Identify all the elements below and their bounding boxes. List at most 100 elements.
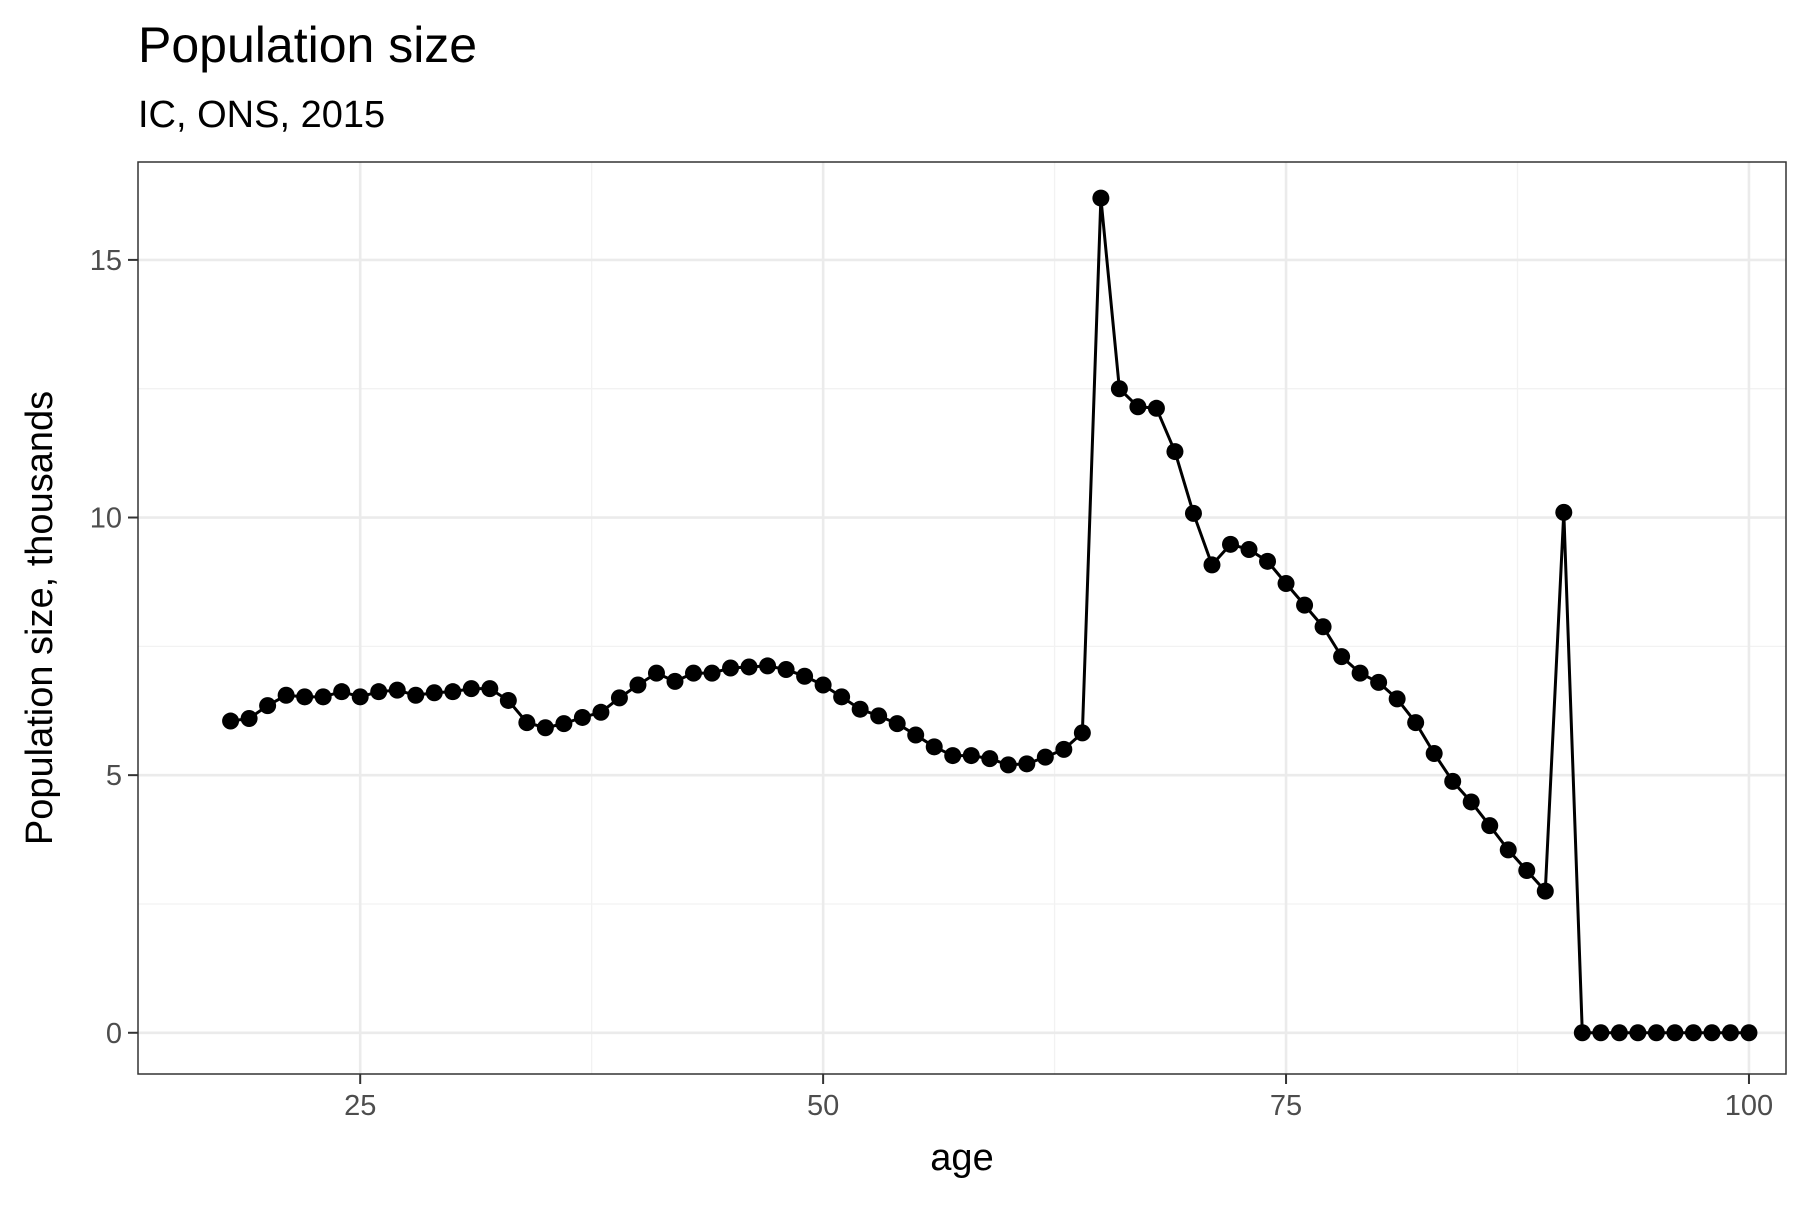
data-point [407,686,425,704]
data-point [1073,724,1091,742]
data-point [240,709,258,727]
series-line [230,196,1749,1035]
data-point [1184,504,1202,522]
data-point [1481,817,1499,835]
data-point [1110,380,1128,398]
data-point [1036,748,1054,766]
data-point [703,664,721,682]
plot-panel-border [137,161,1787,1075]
y-tick-label: 5 [106,760,122,792]
data-point [814,676,832,694]
data-point [1018,755,1036,773]
data-point [610,689,628,707]
data-point [1370,673,1388,691]
y-tick-label: 0 [106,1018,122,1050]
data-point [333,683,351,701]
data-point [592,703,610,721]
data-point [999,756,1017,774]
data-point [944,747,962,765]
data-point [1166,443,1184,461]
data-point [1388,690,1406,708]
data-point [1462,793,1480,811]
data-point [1629,1024,1647,1042]
data-point [1129,398,1147,416]
data-point [462,680,480,698]
data-point [1647,1024,1665,1042]
data-point [981,750,999,768]
data-point [1610,1024,1628,1042]
data-point [1055,740,1073,758]
data-point [1203,556,1221,574]
data-point [1259,552,1277,570]
x-tick-label: 75 [1270,1090,1302,1122]
data-point [851,700,869,718]
data-point [499,691,517,709]
data-point [1684,1024,1702,1042]
data-point [1296,596,1314,614]
data-point [740,658,758,676]
y-axis-title: Population size, thousands [19,391,61,845]
data-point [370,683,388,701]
chart-title: Population size [138,17,477,73]
data-point [647,664,665,682]
data-point [1221,535,1239,553]
x-tick-label: 50 [807,1090,839,1122]
data-point [1536,882,1554,900]
axes: 25 50 75 100 0 5 10 15 [90,245,1773,1122]
data-point [314,688,332,706]
data-point [1592,1024,1610,1042]
data-point [1555,503,1573,521]
x-axis-title: age [930,1137,993,1179]
data-point [1573,1024,1591,1042]
data-point [722,659,740,677]
data-point [555,715,573,733]
data-point [1425,745,1443,763]
data-point [1351,664,1369,682]
data-point [1499,841,1517,859]
gridlines [138,162,1786,1074]
y-tick-label: 10 [90,503,122,535]
data-point [1518,861,1536,879]
data-point [351,688,369,706]
data-point [425,684,443,702]
data-point [1444,772,1462,790]
data-point [666,672,684,690]
data-point [962,747,980,765]
x-tick-label: 100 [1725,1090,1773,1122]
data-point [444,683,462,701]
x-tick-label: 25 [344,1090,376,1122]
data-point [481,680,499,698]
data-point [573,708,591,726]
data-series [222,189,1758,1042]
data-point [1721,1024,1739,1042]
data-point [833,688,851,706]
data-point [1092,189,1110,207]
y-tick-label: 15 [90,245,122,277]
chart-subtitle: IC, ONS, 2015 [138,94,385,136]
data-point [888,715,906,733]
data-point [259,697,277,715]
data-point [1147,399,1165,417]
data-point [685,664,703,682]
data-point [1314,618,1332,636]
data-point [222,712,240,730]
data-point [1703,1024,1721,1042]
data-point [1333,648,1351,666]
data-point [296,688,314,706]
data-point [388,681,406,699]
data-point [759,657,777,675]
data-point [277,686,295,704]
data-point [907,726,925,744]
data-point [1277,574,1295,592]
data-point [870,707,888,725]
data-point [518,714,536,732]
data-point [1740,1024,1758,1042]
data-point [1666,1024,1684,1042]
data-point [629,676,647,694]
data-point [777,661,795,679]
data-point [796,667,814,685]
data-point [1407,714,1425,732]
data-point [1240,540,1258,558]
